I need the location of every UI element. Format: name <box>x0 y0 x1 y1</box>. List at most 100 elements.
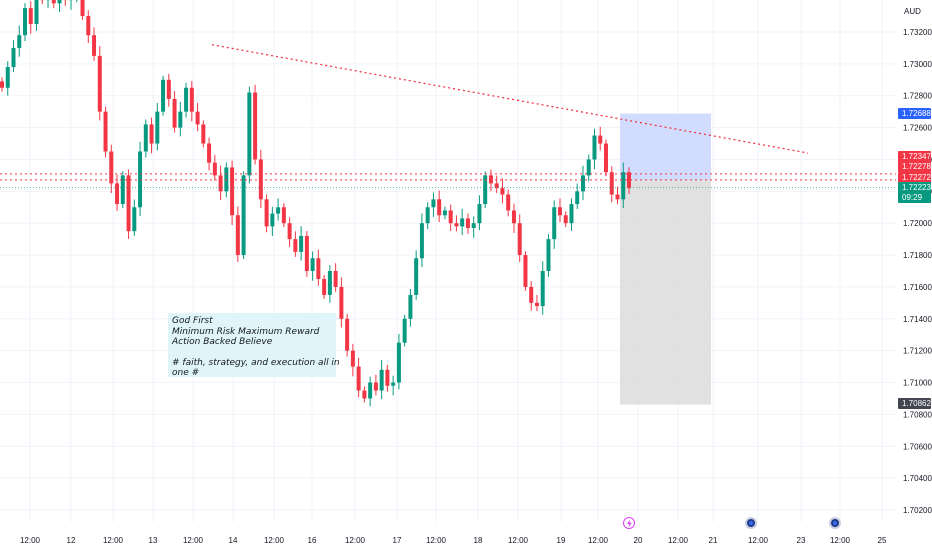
candle-body <box>368 383 372 399</box>
candle-body <box>328 271 332 295</box>
candle-body <box>29 8 33 24</box>
y-tick-label: 1.71600 <box>903 283 932 292</box>
candle-body <box>408 295 412 319</box>
candle-body <box>523 255 527 287</box>
stop-zone[interactable] <box>620 114 711 180</box>
position-tool[interactable] <box>620 114 711 405</box>
candle-body <box>316 258 320 279</box>
candle-body <box>52 0 56 3</box>
candle-body <box>621 172 625 199</box>
candle-body <box>196 112 200 125</box>
x-tick-label: 12:00 <box>264 536 285 545</box>
candle-body <box>109 152 113 184</box>
candle-body <box>506 195 510 211</box>
x-tick-label: 12 <box>67 536 76 545</box>
candle-body <box>288 223 292 239</box>
x-tick-label: 12:00 <box>103 536 124 545</box>
note-line: Minimum Risk Maximum Reward <box>172 327 332 338</box>
candle-body <box>253 93 257 160</box>
lightning-icon[interactable] <box>623 517 635 529</box>
candle-body <box>265 199 269 226</box>
tag-target-level-text: 1.70862 <box>902 399 931 408</box>
x-tick-label: 17 <box>393 536 402 545</box>
tag-last-price-text: 1.72223 <box>902 183 931 192</box>
candle-body <box>282 207 286 223</box>
x-tick-label: 12:00 <box>183 536 204 545</box>
tag-level-1-text: 1.72278 <box>902 162 931 171</box>
candle-body <box>541 271 545 306</box>
y-tick-label: 1.72800 <box>903 92 932 101</box>
candle-body <box>385 370 389 386</box>
candle-body <box>615 195 619 200</box>
candle-body <box>334 271 338 287</box>
trend-line[interactable] <box>212 45 808 153</box>
candle-body <box>403 319 407 343</box>
candle-body <box>81 0 85 16</box>
candle-body <box>477 204 481 223</box>
candle-body <box>362 391 366 399</box>
candle-body <box>449 210 453 223</box>
candle-body <box>104 112 108 152</box>
note-line: God First <box>172 316 332 327</box>
x-tick-label: 16 <box>308 536 317 545</box>
candle-body <box>17 35 21 48</box>
target-zone[interactable] <box>620 180 711 405</box>
candle-body <box>144 124 148 151</box>
price-axis[interactable]: 1.732001.730001.728001.726001.724001.722… <box>903 28 932 515</box>
candle-body <box>437 199 441 215</box>
grid <box>0 0 896 522</box>
currency-label[interactable]: AUD <box>904 7 921 16</box>
y-tick-label: 1.71000 <box>903 379 932 388</box>
y-tick-label: 1.72600 <box>903 124 932 133</box>
candle-body <box>247 93 251 176</box>
x-tick-label: 23 <box>797 536 806 545</box>
candle-body <box>219 175 223 191</box>
x-tick-label: 20 <box>634 536 643 545</box>
candle-body <box>604 144 608 173</box>
tag-high-text: 1.72347 <box>902 152 931 161</box>
flag-icon[interactable] <box>745 517 757 529</box>
text-note[interactable]: God First Minimum Risk Maximum Reward Ac… <box>168 313 336 377</box>
candle-body <box>443 210 447 215</box>
candle-body <box>236 215 240 255</box>
note-line: # faith, strategy, and execution all in <box>172 358 332 369</box>
y-tick-label: 1.71800 <box>903 251 932 260</box>
candle-body <box>184 88 188 112</box>
candle-body <box>167 80 171 99</box>
y-tick-label: 1.70400 <box>903 474 932 483</box>
x-tick-label: 12:00 <box>830 536 851 545</box>
candle-body <box>592 136 596 160</box>
candle-body <box>173 99 177 128</box>
x-tick-label: 12:00 <box>668 536 689 545</box>
y-tick-label: 1.70200 <box>903 506 932 515</box>
x-tick-label: 13 <box>149 536 158 545</box>
candle-body <box>512 210 516 223</box>
candle-body <box>0 81 4 87</box>
drawings[interactable] <box>0 45 896 188</box>
candle-body <box>201 124 205 143</box>
x-tick-label: 21 <box>709 536 718 545</box>
candle-body <box>150 124 154 143</box>
candle-body <box>374 383 378 391</box>
candle-body <box>322 279 326 295</box>
candle-body <box>420 223 424 258</box>
candle-body <box>23 8 27 35</box>
candle-body <box>500 188 504 194</box>
note-line: one # <box>172 368 332 379</box>
candle-body <box>299 236 303 252</box>
candle-body <box>132 207 136 231</box>
candle-body <box>518 223 522 255</box>
y-tick-label: 1.71200 <box>903 347 932 356</box>
y-tick-label: 1.71400 <box>903 315 932 324</box>
x-tick-label: 12:00 <box>748 536 769 545</box>
candle-body <box>351 351 355 367</box>
candle-body <box>92 35 96 56</box>
candle-body <box>581 175 585 191</box>
candle-body <box>293 239 297 252</box>
flag-icon[interactable] <box>829 517 841 529</box>
candle-body <box>86 16 90 35</box>
candle-body <box>58 0 62 3</box>
